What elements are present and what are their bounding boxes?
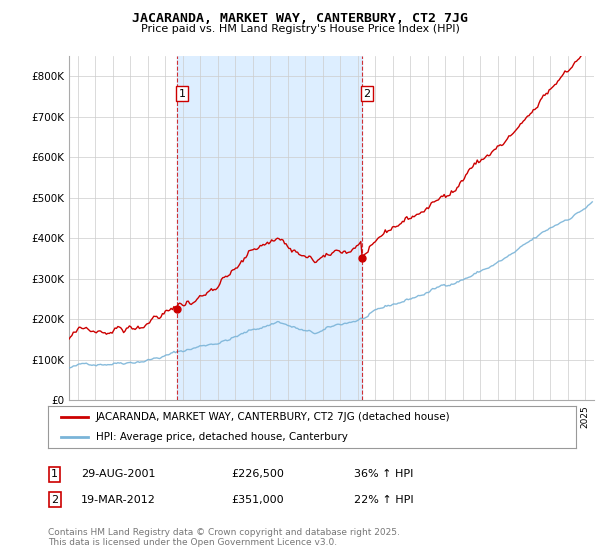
Text: 1: 1 (51, 469, 58, 479)
Text: 36% ↑ HPI: 36% ↑ HPI (354, 469, 413, 479)
Text: 22% ↑ HPI: 22% ↑ HPI (354, 494, 413, 505)
Text: Price paid vs. HM Land Registry's House Price Index (HPI): Price paid vs. HM Land Registry's House … (140, 24, 460, 34)
Text: Contains HM Land Registry data © Crown copyright and database right 2025.
This d: Contains HM Land Registry data © Crown c… (48, 528, 400, 547)
Text: 2: 2 (51, 494, 58, 505)
Text: 19-MAR-2012: 19-MAR-2012 (81, 494, 156, 505)
Text: £226,500: £226,500 (231, 469, 284, 479)
Text: JACARANDA, MARKET WAY, CANTERBURY, CT2 7JG (detached house): JACARANDA, MARKET WAY, CANTERBURY, CT2 7… (95, 412, 450, 422)
Text: 1: 1 (179, 88, 185, 99)
Text: JACARANDA, MARKET WAY, CANTERBURY, CT2 7JG: JACARANDA, MARKET WAY, CANTERBURY, CT2 7… (132, 12, 468, 25)
Text: 2: 2 (364, 88, 370, 99)
Text: £351,000: £351,000 (231, 494, 284, 505)
Bar (177, 56, 362, 400)
Text: HPI: Average price, detached house, Canterbury: HPI: Average price, detached house, Cant… (95, 432, 347, 442)
Text: 29-AUG-2001: 29-AUG-2001 (81, 469, 155, 479)
